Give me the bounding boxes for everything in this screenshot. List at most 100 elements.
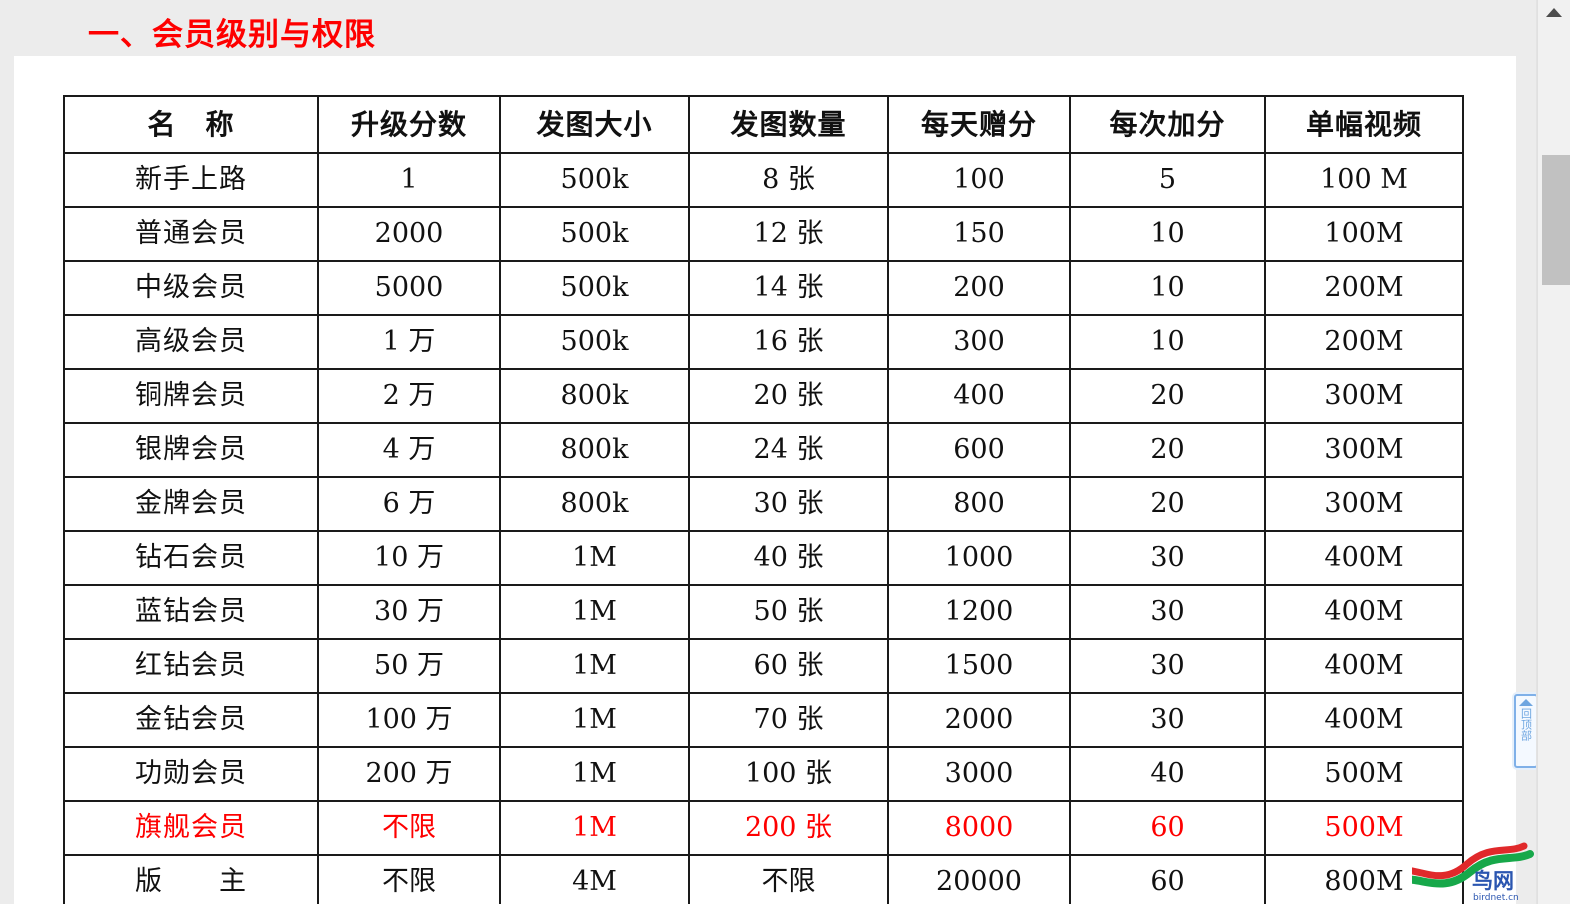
cell-image-count: 200 张: [688, 800, 889, 856]
scrollbar-thumb[interactable]: [1542, 155, 1570, 285]
cell-single-video: 400M: [1264, 692, 1464, 748]
cell-name: 版 主: [63, 854, 319, 904]
cell-name: 金牌会员: [63, 476, 319, 532]
column-header-single-video: 单幅视频: [1264, 95, 1464, 154]
table-row: 中级会员 5000 500k 14 张 200 10 200M: [63, 260, 1464, 316]
cell-image-size: 1M: [499, 746, 690, 802]
cell-image-count: 100 张: [688, 746, 889, 802]
cell-image-count: 30 张: [688, 476, 889, 532]
cell-daily-bonus: 150: [887, 206, 1071, 262]
table-head: 名 称 升级分数 发图大小 发图数量 每天赠分 每次加分 单幅视频: [63, 95, 1464, 154]
cell-name: 旗舰会员: [63, 800, 319, 856]
cell-upgrade-score: 6 万: [317, 476, 501, 532]
cell-image-count: 60 张: [688, 638, 889, 694]
cell-upgrade-score: 5000: [317, 260, 501, 316]
cell-image-size: 500k: [499, 206, 690, 262]
table-row: 蓝钻会员 30 万 1M 50 张 1200 30 400M: [63, 584, 1464, 640]
cell-image-size: 4M: [499, 854, 690, 904]
cell-upgrade-score: 50 万: [317, 638, 501, 694]
column-header-daily-bonus: 每天赠分: [887, 95, 1071, 154]
cell-name: 新手上路: [63, 152, 319, 208]
cell-name: 功勋会员: [63, 746, 319, 802]
cell-single-video: 300M: [1264, 476, 1464, 532]
cell-name: 蓝钻会员: [63, 584, 319, 640]
table-row-highlighted: 旗舰会员 不限 1M 200 张 8000 60 500M: [63, 800, 1464, 856]
cell-single-video: 800M: [1264, 854, 1464, 904]
cell-single-video: 300M: [1264, 422, 1464, 478]
cell-single-video: 100M: [1264, 206, 1464, 262]
table-row: 功勋会员 200 万 1M 100 张 3000 40 500M: [63, 746, 1464, 802]
header-band: 一、会员级别与权限: [0, 0, 1536, 56]
cell-name: 钻石会员: [63, 530, 319, 586]
cell-image-size: 1M: [499, 584, 690, 640]
column-header-name: 名 称: [63, 95, 319, 154]
cell-upgrade-score: 100 万: [317, 692, 501, 748]
cell-single-video: 400M: [1264, 530, 1464, 586]
cell-per-post-bonus: 20: [1069, 422, 1266, 478]
scrollbar-track-edge: [1537, 0, 1538, 904]
content-sheet: 名 称 升级分数 发图大小 发图数量 每天赠分 每次加分 单幅视频 新手上路 1…: [14, 56, 1516, 904]
cell-single-video: 500M: [1264, 800, 1464, 856]
cell-image-count: 12 张: [688, 206, 889, 262]
cell-name: 铜牌会员: [63, 368, 319, 424]
cell-image-size: 1M: [499, 638, 690, 694]
cell-per-post-bonus: 10: [1069, 260, 1266, 316]
cell-image-count: 20 张: [688, 368, 889, 424]
cell-upgrade-score: 10 万: [317, 530, 501, 586]
cell-name: 普通会员: [63, 206, 319, 262]
cell-daily-bonus: 600: [887, 422, 1071, 478]
cell-name: 银牌会员: [63, 422, 319, 478]
cell-daily-bonus: 1500: [887, 638, 1071, 694]
cell-upgrade-score: 1: [317, 152, 501, 208]
cell-per-post-bonus: 30: [1069, 530, 1266, 586]
cell-name: 金钻会员: [63, 692, 319, 748]
cell-daily-bonus: 300: [887, 314, 1071, 370]
table-row: 铜牌会员 2 万 800k 20 张 400 20 300M: [63, 368, 1464, 424]
cell-upgrade-score: 不限: [317, 800, 501, 856]
cell-image-count: 24 张: [688, 422, 889, 478]
page-title: 一、会员级别与权限: [88, 17, 376, 53]
table-row: 钻石会员 10 万 1M 40 张 1000 30 400M: [63, 530, 1464, 586]
cell-daily-bonus: 400: [887, 368, 1071, 424]
cell-image-count: 16 张: [688, 314, 889, 370]
cell-name: 红钻会员: [63, 638, 319, 694]
scroll-up-arrow-icon[interactable]: [1546, 8, 1562, 17]
cell-upgrade-score: 30 万: [317, 584, 501, 640]
cell-image-count: 40 张: [688, 530, 889, 586]
cell-daily-bonus: 1200: [887, 584, 1071, 640]
cell-per-post-bonus: 10: [1069, 314, 1266, 370]
table-body: 新手上路 1 500k 8 张 100 5 100 M 普通会员 2000 50…: [63, 152, 1464, 904]
cell-daily-bonus: 100: [887, 152, 1071, 208]
cell-image-size: 1M: [499, 530, 690, 586]
back-to-top-button[interactable]: 回顶部: [1514, 694, 1538, 768]
cell-single-video: 400M: [1264, 638, 1464, 694]
cell-daily-bonus: 3000: [887, 746, 1071, 802]
cell-daily-bonus: 2000: [887, 692, 1071, 748]
cell-single-video: 200M: [1264, 260, 1464, 316]
cell-single-video: 100 M: [1264, 152, 1464, 208]
triangle-up-icon: [1519, 699, 1533, 706]
cell-single-video: 500M: [1264, 746, 1464, 802]
cell-per-post-bonus: 10: [1069, 206, 1266, 262]
cell-daily-bonus: 1000: [887, 530, 1071, 586]
cell-image-count: 8 张: [688, 152, 889, 208]
cell-daily-bonus: 200: [887, 260, 1071, 316]
cell-image-size: 500k: [499, 260, 690, 316]
table-row: 金钻会员 100 万 1M 70 张 2000 30 400M: [63, 692, 1464, 748]
cell-single-video: 300M: [1264, 368, 1464, 424]
cell-per-post-bonus: 5: [1069, 152, 1266, 208]
membership-levels-table: 名 称 升级分数 发图大小 发图数量 每天赠分 每次加分 单幅视频 新手上路 1…: [63, 95, 1464, 904]
cell-per-post-bonus: 30: [1069, 692, 1266, 748]
cell-upgrade-score: 2 万: [317, 368, 501, 424]
column-header-image-size: 发图大小: [499, 95, 690, 154]
column-header-per-post-bonus: 每次加分: [1069, 95, 1266, 154]
vertical-scrollbar[interactable]: [1536, 0, 1570, 904]
cell-name: 高级会员: [63, 314, 319, 370]
cell-per-post-bonus: 60: [1069, 800, 1266, 856]
table-row: 新手上路 1 500k 8 张 100 5 100 M: [63, 152, 1464, 208]
cell-daily-bonus: 8000: [887, 800, 1071, 856]
table-header-row: 名 称 升级分数 发图大小 发图数量 每天赠分 每次加分 单幅视频: [63, 95, 1464, 154]
cell-per-post-bonus: 20: [1069, 476, 1266, 532]
column-header-upgrade-score: 升级分数: [317, 95, 501, 154]
